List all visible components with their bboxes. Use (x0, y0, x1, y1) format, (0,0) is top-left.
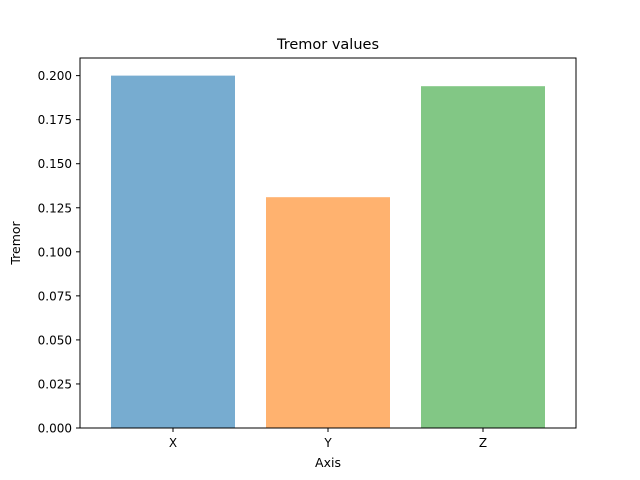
bar-z (421, 86, 545, 428)
y-tick-label: 0.100 (38, 245, 72, 259)
y-tick-label: 0.000 (38, 422, 72, 436)
x-tick-label: X (169, 436, 177, 450)
x-tick-label: Z (479, 436, 487, 450)
y-tick-label: 0.175 (38, 113, 72, 127)
chart-title: Tremor values (276, 37, 379, 53)
x-axis-label: Axis (315, 455, 341, 470)
y-tick-label: 0.025 (38, 377, 72, 391)
y-tick-label: 0.150 (38, 157, 72, 171)
y-tick-label: 0.125 (38, 201, 72, 215)
bar-y (266, 197, 390, 428)
y-axis-label: Tremor (8, 220, 23, 265)
bar-x (111, 75, 235, 429)
plot-area-frame (79, 57, 577, 429)
y-tick-label: 0.200 (38, 69, 72, 83)
y-tick-label: 0.075 (38, 289, 72, 303)
x-tick-label: Y (323, 436, 332, 450)
ticks-layer: X Y Z 0.000 0.025 0.050 0.075 0.100 0.125 0.150 0.… (38, 69, 487, 450)
bars-layer (111, 75, 545, 429)
y-tick-label: 0.050 (38, 333, 72, 347)
